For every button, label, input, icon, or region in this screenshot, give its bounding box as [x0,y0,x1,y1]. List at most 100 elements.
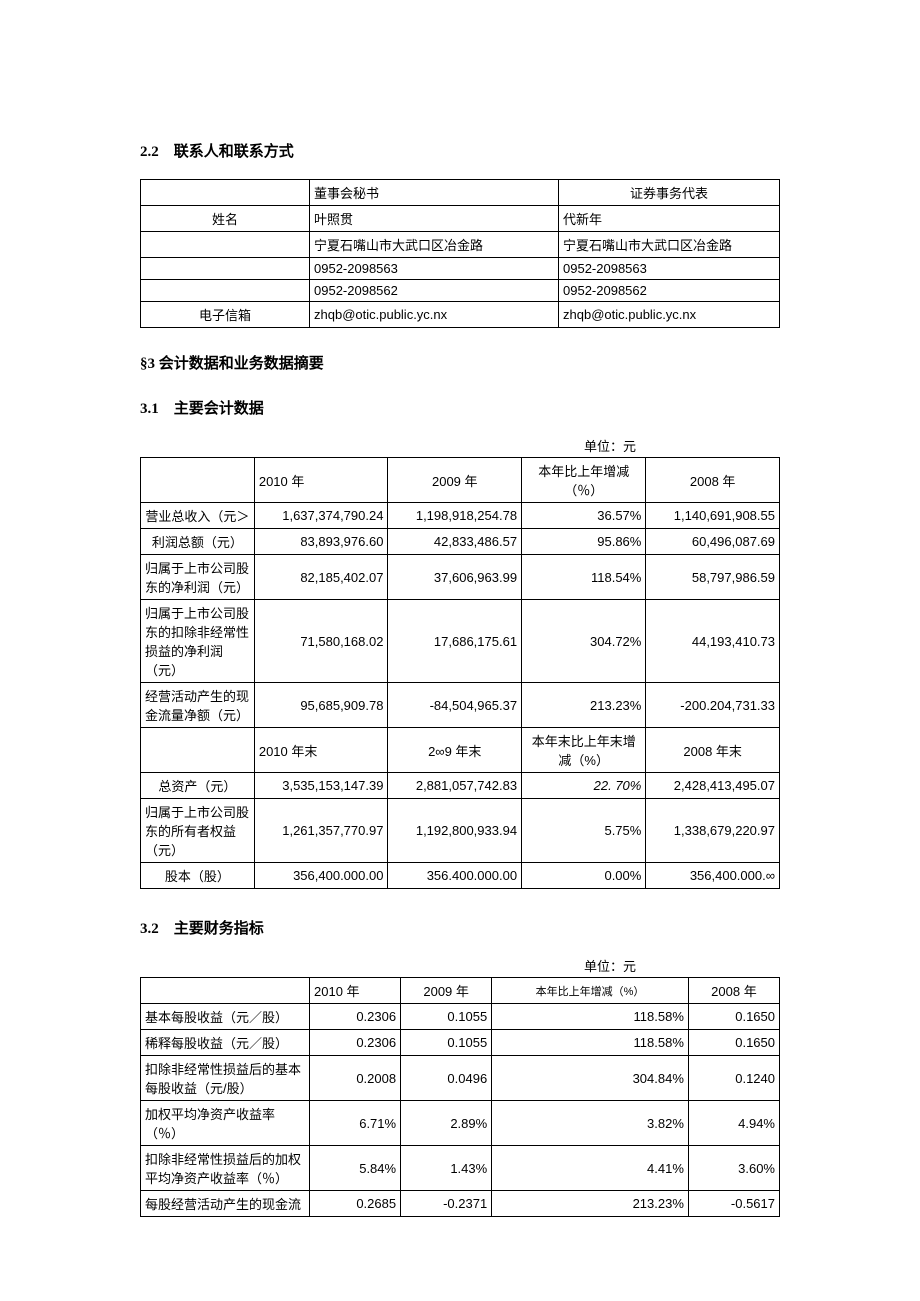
cell: 3.60% [688,1146,779,1191]
cell: 60,496,087.69 [646,529,780,555]
cell: 总资产（元） [141,773,255,799]
cell: 0952-2098563 [559,258,780,280]
cell: 2∞9 年末 [388,728,522,773]
cell: 6.71% [310,1101,401,1146]
cell: 2010 年 [310,978,401,1004]
table-row: 加权平均净资产收益率（％） 6.71% 2.89% 3.82% 4.94% [141,1101,780,1146]
cell: 姓名 [141,206,310,232]
cell: 3,535,153,147.39 [254,773,388,799]
cell: 归属于上市公司股东的扣除非经常性损益的净利润（元） [141,600,255,683]
cell: 1,637,374,790.24 [254,503,388,529]
table-row: 稀释每股收益（元／股） 0.2306 0.1055 118.58% 0.1650 [141,1030,780,1056]
cell: 0.1055 [401,1004,492,1030]
cell: 356.400.000.00 [388,863,522,889]
contact-table: 董事会秘书 证券事务代表 姓名 叶照贯 代新年 宁夏石嘴山市大武口区冶金路 宁夏… [140,179,780,328]
cell: 基本每股收益（元／股） [141,1004,310,1030]
table-row: 归属于上市公司股东的扣除非经常性损益的净利润（元） 71,580,168.02 … [141,600,780,683]
accounting-table: 2010 年 2009 年 本年比上年增减（％） 2008 年 营业总收入（元＞… [140,457,780,889]
cell: 扣除非经常性损益后的基本每股收益（元/股） [141,1056,310,1101]
cell: 213.23% [492,1191,689,1217]
table-row: 电子信箱 zhqb@otic.public.yc.nx zhqb@otic.pu… [141,302,780,328]
cell: 0.0496 [401,1056,492,1101]
cell: 118.58% [492,1004,689,1030]
table-row: 股本（股） 356,400.000.00 356.400.000.00 0.00… [141,863,780,889]
heading-3-1: 3.1 主要会计数据 [140,397,780,418]
cell: 本年末比上年末增减（%） [522,728,646,773]
cell [141,280,310,302]
cell: 3.82% [492,1101,689,1146]
table-row: 董事会秘书 证券事务代表 [141,180,780,206]
table-row: 基本每股收益（元／股） 0.2306 0.1055 118.58% 0.1650 [141,1004,780,1030]
cell: 58,797,986.59 [646,555,780,600]
cell: 0.1650 [688,1030,779,1056]
cell: -84,504,965.37 [388,683,522,728]
table-row: 扣除非经常性损益后的基本每股收益（元/股） 0.2008 0.0496 304.… [141,1056,780,1101]
cell: 2010 年 [254,458,388,503]
table-row: 姓名 叶照贯 代新年 [141,206,780,232]
cell: 1,338,679,220.97 [646,799,780,863]
cell: 股本（股） [141,863,255,889]
cell: 稀释每股收益（元／股） [141,1030,310,1056]
cell: 宁夏石嘴山市大武口区冶金路 [310,232,559,258]
cell: 356,400.000.00 [254,863,388,889]
cell [141,978,310,1004]
table-row: 经营活动产生的现金流量净额（元） 95,685,909.78 -84,504,9… [141,683,780,728]
cell: 356,400.000.∞ [646,863,780,889]
cell: 2,428,413,495.07 [646,773,780,799]
cell: 经营活动产生的现金流量净额（元） [141,683,255,728]
cell: 17,686,175.61 [388,600,522,683]
cell: 95.86% [522,529,646,555]
cell: -0.5617 [688,1191,779,1217]
cell: 0952-2098562 [310,280,559,302]
cell: 82,185,402.07 [254,555,388,600]
cell: 118.58% [492,1030,689,1056]
cell [141,458,255,503]
table-row: 营业总收入（元＞ 1,637,374,790.24 1,198,918,254.… [141,503,780,529]
cell: 22. 70% [522,773,646,799]
indicators-table: 2010 年 2009 年 本年比上年增减（%） 2008 年 基本每股收益（元… [140,977,780,1217]
cell: 0.00% [522,863,646,889]
cell: 0952-2098563 [310,258,559,280]
cell: 118.54% [522,555,646,600]
cell: 5.84% [310,1146,401,1191]
cell: 1,192,800,933.94 [388,799,522,863]
cell: 37,606,963.99 [388,555,522,600]
table-row: 宁夏石嘴山市大武口区冶金路 宁夏石嘴山市大武口区冶金路 [141,232,780,258]
table-row: 总资产（元） 3,535,153,147.39 2,881,057,742.83… [141,773,780,799]
cell: 营业总收入（元＞ [141,503,255,529]
cell: 0.2306 [310,1030,401,1056]
cell: 83,893,976.60 [254,529,388,555]
heading-s3: §3 会计数据和业务数据摘要 [140,352,780,373]
cell: 2.89% [401,1101,492,1146]
table-row: 2010 年末 2∞9 年末 本年末比上年末增减（%） 2008 年末 [141,728,780,773]
cell: 扣除非经常性损益后的加权平均净资产收益率（％） [141,1146,310,1191]
cell: 0.2306 [310,1004,401,1030]
cell: 0.1650 [688,1004,779,1030]
cell: 2,881,057,742.83 [388,773,522,799]
cell: 证券事务代表 [559,180,780,206]
table-row: 每股经营活动产生的现金流 0.2685 -0.2371 213.23% -0.5… [141,1191,780,1217]
cell: 电子信箱 [141,302,310,328]
table-row: 2010 年 2009 年 本年比上年增减（％） 2008 年 [141,458,780,503]
cell: 4.94% [688,1101,779,1146]
cell: 1,140,691,908.55 [646,503,780,529]
cell: 本年比上年增减（%） [492,978,689,1004]
cell: 利润总额（元） [141,529,255,555]
cell: 每股经营活动产生的现金流 [141,1191,310,1217]
table-row: 扣除非经常性损益后的加权平均净资产收益率（％） 5.84% 1.43% 4.41… [141,1146,780,1191]
cell: 5.75% [522,799,646,863]
cell: 代新年 [559,206,780,232]
cell: -200.204,731.33 [646,683,780,728]
heading-2-2: 2.2 联系人和联系方式 [140,140,780,161]
cell: 0952-2098562 [559,280,780,302]
cell: 2008 年末 [646,728,780,773]
cell: 304.72% [522,600,646,683]
cell: 71,580,168.02 [254,600,388,683]
cell [141,180,310,206]
cell: 4.41% [492,1146,689,1191]
unit-label: 单位：元 [140,956,780,975]
cell: zhqb@otic.public.yc.nx [310,302,559,328]
cell: 2008 年 [688,978,779,1004]
cell: 2009 年 [388,458,522,503]
cell: 213.23% [522,683,646,728]
